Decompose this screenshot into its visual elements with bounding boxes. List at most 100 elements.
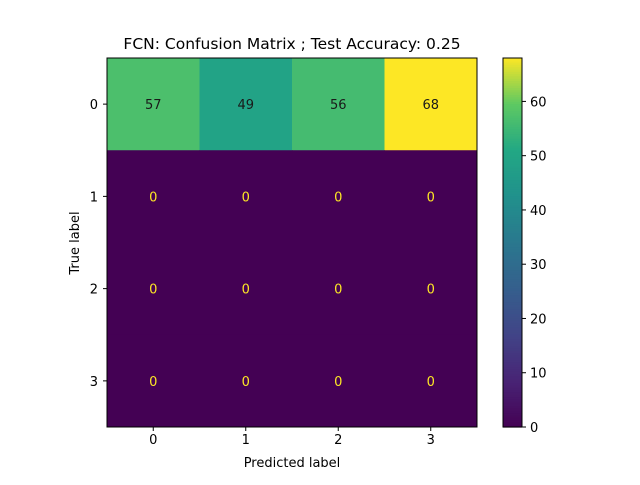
colorbar-tick-label-20: 20 [530, 312, 547, 327]
colorbar-tick-label-0: 0 [530, 421, 538, 436]
cell-value-r2-c2: 0 [334, 283, 342, 298]
colorbar-segment [503, 224, 522, 227]
colorbar-segment [503, 115, 522, 119]
colorbar-segment [503, 233, 522, 237]
colorbar-segment [503, 293, 522, 297]
colorbar-segment [503, 355, 522, 359]
colorbar-segment [503, 173, 522, 177]
colorbar-segment [503, 313, 522, 317]
colorbar-segment [503, 177, 522, 181]
colorbar-segment [503, 401, 522, 405]
colorbar-segment [503, 311, 522, 315]
colorbar-segment [503, 410, 522, 414]
colorbar-segment [503, 272, 522, 276]
colorbar-segment [503, 376, 522, 380]
colorbar-segment [503, 330, 522, 334]
colorbar-segment [503, 392, 522, 396]
x-tick-label-1: 1 [242, 433, 250, 448]
colorbar-tick-label-60: 60 [530, 95, 547, 110]
colorbar-segment [503, 76, 522, 80]
colorbar-segment [503, 362, 522, 366]
colorbar-segment [503, 147, 522, 151]
colorbar-segment [503, 371, 522, 375]
cell-value-r3-c2: 0 [334, 375, 342, 390]
colorbar-segment [503, 60, 522, 64]
y-tick-label-2: 2 [90, 283, 98, 298]
colorbar-tick-label-50: 50 [530, 150, 547, 165]
cell-value-r1-c2: 0 [334, 190, 342, 205]
colorbar-segment [503, 277, 522, 280]
colorbar-segment [503, 353, 522, 357]
colorbar-segment [503, 320, 522, 324]
colorbar-segment [503, 364, 522, 368]
cell-value-r3-c1: 0 [242, 375, 250, 390]
matrix-cell-r2-c0 [107, 242, 200, 336]
colorbar-segment [503, 367, 522, 370]
colorbar-frame [502, 57, 523, 428]
colorbar-segment [503, 97, 522, 101]
cell-value-r3-c3: 0 [427, 375, 435, 390]
chart-title: FCN: Confusion Matrix ; Test Accuracy: 0… [123, 35, 460, 53]
colorbar-segment [503, 403, 522, 407]
colorbar-segment [503, 242, 522, 246]
colorbar-segment [503, 263, 522, 267]
colorbar-segment [503, 200, 522, 204]
colorbar-segment [503, 373, 522, 377]
colorbar-segment [503, 108, 522, 112]
cell-value-r1-c3: 0 [427, 190, 435, 205]
colorbar-segment [503, 341, 522, 345]
x-axis-ticks: 0 1 2 3 [149, 427, 435, 448]
colorbar-segment [503, 295, 522, 299]
colorbar-segment [503, 92, 522, 96]
colorbar-segment [503, 390, 522, 394]
colorbar-segment [503, 90, 522, 94]
colorbar-segment [503, 198, 522, 202]
colorbar-segment [503, 378, 522, 382]
cell-value-r0-c3: 68 [422, 98, 439, 113]
matrix-cell-r3-c1 [199, 334, 293, 428]
cell-value-r1-c0: 0 [149, 190, 157, 205]
colorbar-segment [503, 207, 522, 211]
colorbar-segment [503, 244, 522, 248]
colorbar-tick-label-10: 10 [530, 367, 547, 382]
x-tick-label-2: 2 [334, 433, 342, 448]
colorbar-segment [503, 129, 522, 133]
colorbar-segment [503, 281, 522, 285]
colorbar-segment [503, 284, 522, 287]
colorbar-segment [503, 78, 522, 82]
colorbar-segment [503, 357, 522, 361]
colorbar-segment [503, 166, 522, 170]
x-tick-label-0: 0 [149, 433, 157, 448]
colorbar-segment [503, 205, 522, 209]
colorbar-segment [503, 189, 522, 193]
colorbar-segment [503, 120, 522, 124]
colorbar-segment [503, 152, 522, 156]
colorbar-segment [503, 138, 522, 142]
colorbar-segment [503, 297, 522, 301]
cell-value-r2-c1: 0 [242, 283, 250, 298]
colorbar-segment [503, 323, 522, 327]
colorbar-segment [503, 187, 522, 191]
colorbar-segment [503, 274, 522, 278]
colorbar-segment [503, 408, 522, 412]
colorbar-segment [503, 159, 522, 163]
colorbar-segment [503, 191, 522, 195]
colorbar-segment [503, 104, 522, 108]
colorbar-segment [503, 62, 522, 66]
colorbar-segment [503, 327, 522, 331]
y-tick-label-3: 3 [90, 375, 98, 390]
colorbar-segment [503, 399, 522, 403]
colorbar-segment [503, 424, 522, 428]
colorbar-segment [503, 221, 522, 225]
colorbar-segment [503, 210, 522, 214]
matrix-cell-r3-c3 [384, 334, 478, 428]
x-axis-label: Predicted label [244, 456, 341, 471]
colorbar-segment [503, 219, 522, 223]
colorbar-segment [503, 145, 522, 149]
matrix-frame [106, 57, 478, 428]
matrix-cell-r0-c2 [292, 58, 385, 151]
y-tick-label-1: 1 [90, 190, 98, 205]
colorbar-segment [503, 286, 522, 290]
cell-value-r3-c0: 0 [149, 375, 157, 390]
y-tick-label-0: 0 [90, 98, 98, 113]
